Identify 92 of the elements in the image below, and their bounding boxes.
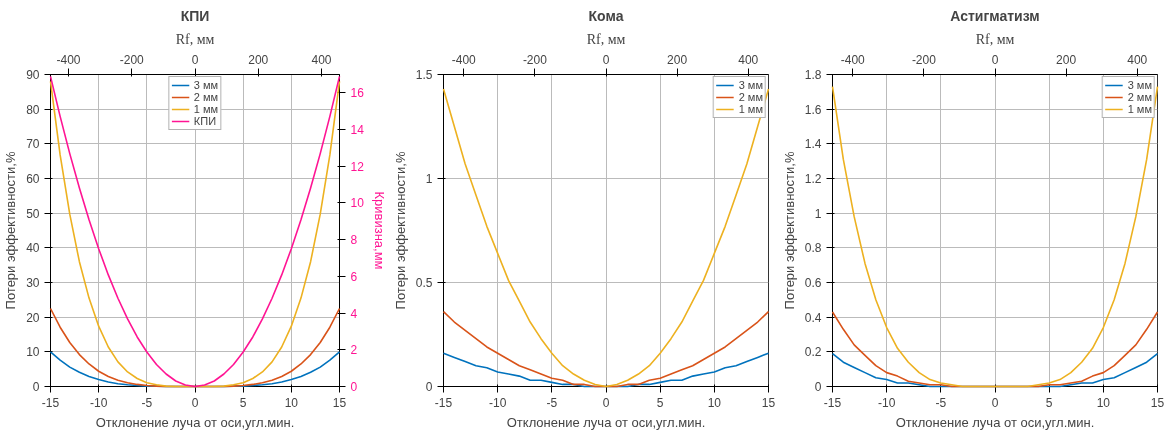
y-tick-label: 60 — [26, 172, 40, 186]
y2-tick-label: 14 — [350, 123, 365, 138]
x-tick-label: 15 — [1150, 395, 1165, 410]
y-tick-label: 0.2 — [804, 345, 822, 360]
y2-tick-label: 10 — [350, 196, 365, 211]
y-tick-label: 1.5 — [415, 68, 433, 82]
x-axis-title: Отклонение луча от оси,угл.мин. — [95, 414, 295, 430]
x-tick-label: 5 — [1045, 395, 1053, 410]
x-tick-label: 0 — [602, 395, 610, 410]
y2-tick-label: 12 — [350, 159, 365, 174]
y2-tick-label: 0 — [350, 380, 358, 394]
y-tick-label: 1.2 — [804, 172, 822, 186]
y-tick-label: 0 — [32, 380, 40, 394]
x-tick-label: 15 — [761, 395, 776, 410]
x-tick-label: 10 — [707, 395, 722, 410]
chart-title: Кома — [588, 7, 624, 24]
y-axis-title: Потери эффективности,% — [392, 151, 408, 310]
y-tick-label: 1 — [425, 172, 433, 186]
x-tick-label: 0 — [191, 395, 199, 410]
legend-label: 2 мм — [738, 91, 763, 103]
y-tick-label: 0.4 — [804, 310, 822, 325]
x2-tick-label: -400 — [451, 52, 477, 67]
y-tick-label: 0.5 — [415, 276, 433, 290]
x2-tick-label: 0 — [191, 52, 199, 67]
legend-label: 3 мм — [738, 79, 763, 91]
y-tick-label: 20 — [26, 310, 40, 325]
x-tick-label: 15 — [332, 395, 347, 410]
x-tick-label: -15 — [41, 395, 60, 410]
x-tick-label: -10 — [488, 395, 507, 410]
y-axis-title: Потери эффективности,% — [781, 151, 797, 310]
y-tick-label: 0 — [814, 380, 822, 394]
legend-label: 1 мм — [193, 103, 219, 115]
x-tick-label: -10 — [877, 395, 896, 410]
x2-tick-label: 400 — [738, 52, 759, 67]
y-tick-label: 1.6 — [804, 102, 822, 117]
y-tick-label: 80 — [26, 102, 40, 117]
y-tick-label: 0.6 — [804, 276, 822, 290]
y-tick-label: 30 — [26, 276, 40, 290]
legend-label: 3 мм — [193, 79, 219, 91]
x-tick-label: -5 — [141, 395, 153, 410]
x2-tick-label: 400 — [311, 52, 332, 67]
x-tick-label: -10 — [89, 395, 108, 410]
y-tick-label: 1 — [814, 206, 822, 221]
x-tick-label: -5 — [935, 395, 947, 410]
y2-axis-title: Кривизна,мм — [371, 191, 387, 270]
x2-tick-label: -200 — [119, 52, 145, 67]
legend-label: 1 мм — [1127, 103, 1152, 115]
y-tick-label: 1.8 — [804, 68, 822, 82]
y-tick-label: 0 — [425, 380, 433, 394]
x2-axis-title: Rf, мм — [975, 31, 1015, 47]
x2-tick-label: 0 — [602, 52, 610, 67]
x2-tick-label: -400 — [840, 52, 866, 67]
x-tick-label: -15 — [823, 395, 842, 410]
y2-tick-label: 16 — [350, 86, 365, 101]
legend-label: 1 мм — [738, 103, 763, 115]
x2-tick-label: 0 — [991, 52, 999, 67]
x2-tick-label: 200 — [667, 52, 688, 67]
y-tick-label: 40 — [26, 241, 40, 256]
x-axis-title: Отклонение луча от оси,угл.мин. — [895, 414, 1095, 430]
x2-tick-label: 400 — [1127, 52, 1148, 67]
y-tick-label: 0.8 — [804, 241, 822, 256]
x-axis-title: Отклонение луча от оси,угл.мин. — [506, 414, 706, 430]
y2-tick-label: 4 — [350, 306, 358, 321]
y2-tick-label: 8 — [350, 233, 358, 248]
legend-label: 3 мм — [1127, 79, 1152, 91]
y2-tick-label: 2 — [350, 343, 358, 358]
y-tick-label: 1.4 — [804, 137, 822, 152]
legend-label: КПИ — [193, 115, 217, 127]
x2-tick-label: -200 — [911, 52, 937, 67]
x2-axis-title: Rf, мм — [586, 31, 626, 47]
legend-label: 2 мм — [193, 91, 219, 103]
x-tick-label: 5 — [656, 395, 664, 410]
x-tick-label: -15 — [434, 395, 453, 410]
chart-title: Астигматизм — [950, 7, 1040, 24]
x-tick-label: -5 — [546, 395, 558, 410]
x-tick-label: 10 — [1096, 395, 1111, 410]
y-tick-label: 90 — [26, 68, 40, 82]
y-tick-label: 70 — [26, 137, 40, 152]
x2-tick-label: -200 — [522, 52, 548, 67]
x2-axis-title: Rf, мм — [175, 31, 215, 47]
x-tick-label: 10 — [284, 395, 299, 410]
y-tick-label: 10 — [26, 345, 40, 360]
y-axis-title: Потери эффективности,% — [3, 151, 19, 310]
legend-label: 2 мм — [1127, 91, 1152, 103]
y2-tick-label: 6 — [350, 269, 358, 284]
x-tick-label: 5 — [239, 395, 247, 410]
y-tick-label: 50 — [26, 206, 40, 221]
x2-tick-label: 200 — [1056, 52, 1077, 67]
x-tick-label: 0 — [991, 395, 999, 410]
chart-title: КПИ — [180, 7, 210, 24]
x2-tick-label: 200 — [248, 52, 269, 67]
x2-tick-label: -400 — [56, 52, 81, 67]
